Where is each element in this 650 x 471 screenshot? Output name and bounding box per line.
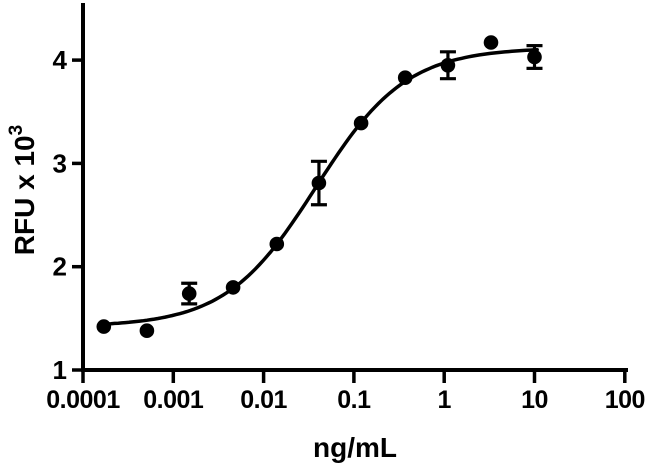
x-tick-label: 1 — [437, 386, 451, 414]
y-tick-label: 3 — [53, 148, 67, 178]
x-axis-title: ng/mL — [313, 432, 397, 463]
x-tick-label: 0.0001 — [46, 386, 120, 414]
y-tick-label: 4 — [53, 45, 68, 75]
x-tick-label: 100 — [605, 386, 645, 414]
data-point — [483, 35, 499, 50]
data-point — [225, 280, 241, 295]
data-point — [269, 236, 285, 252]
data-point — [96, 319, 112, 334]
data-point — [440, 58, 456, 73]
data-point — [181, 286, 197, 301]
data-point — [527, 49, 542, 65]
y-tick-label: 1 — [53, 355, 67, 385]
data-point — [353, 115, 369, 131]
data-point — [397, 70, 413, 85]
x-tick-label: 0.01 — [240, 386, 287, 414]
y-axis-title: RFU x 103 — [6, 125, 40, 255]
y-tick-label: 2 — [53, 252, 67, 282]
x-tick-label: 0.1 — [337, 386, 371, 414]
x-tick-label: 10 — [521, 386, 548, 414]
x-tick-label: 0.001 — [143, 386, 204, 414]
data-point — [139, 323, 155, 339]
y-axis-title-superscript: 3 — [6, 125, 27, 136]
data-point — [311, 175, 327, 191]
